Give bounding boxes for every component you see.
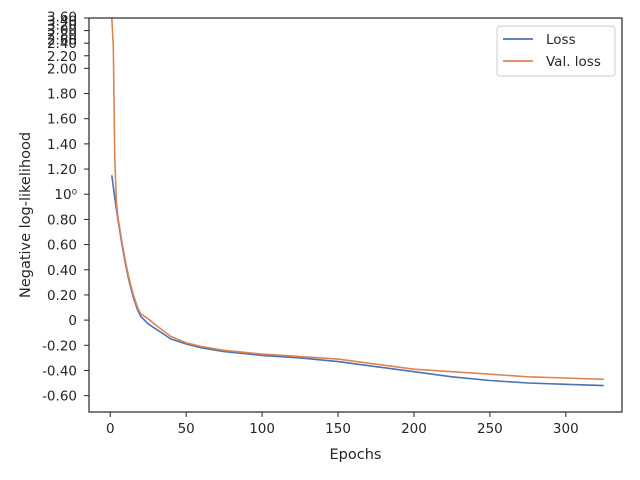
y-tick-label: 3.00 — [47, 22, 77, 38]
y-tick-label: 1.20 — [47, 162, 77, 178]
y-tick-label: 1.40 — [47, 137, 77, 153]
y-tick-label: 2.60 — [47, 32, 77, 48]
x-axis-label: Epochs — [330, 447, 382, 463]
x-tick-label: 50 — [178, 421, 195, 437]
y-tick-label: -0.20 — [42, 338, 77, 354]
y-tick-label: 10⁰ — [54, 187, 77, 203]
y-axis-label: Negative log-likelihood — [18, 132, 34, 298]
y-tick-label: 1.60 — [47, 112, 77, 128]
y-tick-label: 0 — [68, 313, 77, 329]
y-tick-label: 3.60 — [47, 10, 77, 26]
y-tick-label: 3.40 — [47, 14, 77, 30]
y-tick-label: -0.60 — [42, 389, 77, 405]
series-line-0 — [111, 175, 604, 387]
y-tick-label: 0.80 — [47, 212, 77, 228]
y-tick-label: 2.80 — [47, 27, 77, 43]
x-tick-label: 0 — [106, 421, 115, 437]
x-tick-label: 200 — [401, 421, 427, 437]
y-tick-label: 0.40 — [47, 263, 77, 279]
axes-frame — [88, 17, 623, 413]
y-axis-ticks: -0.60 -0.40 -0.20 0 0.20 0.40 0.60 0.80 10⁰ 1.20 1… — [42, 10, 89, 405]
x-axis-ticks: 0 50 100 150 200 250 300 — [106, 412, 579, 437]
y-tick-label: 0.60 — [47, 238, 77, 254]
x-tick-label: 300 — [553, 421, 579, 437]
y-tick-label: -0.40 — [42, 363, 77, 379]
y-tick-label: 2.00 — [47, 61, 77, 77]
x-tick-label: 150 — [325, 421, 351, 437]
plot-lines — [111, 17, 604, 387]
x-tick-label: 100 — [249, 421, 275, 437]
series-line-1 — [111, 17, 604, 381]
y-tick-label: 3.20 — [47, 17, 77, 33]
y-tick-label: 2.20 — [47, 49, 77, 65]
legend-label: Val. loss — [546, 54, 601, 70]
legend: Loss Val. loss — [496, 25, 616, 77]
x-tick-label: 250 — [477, 421, 503, 437]
y-tick-label: 2.40 — [47, 36, 77, 52]
y-tick-label: 1.80 — [47, 87, 77, 103]
y-tick-label: 0.20 — [47, 288, 77, 304]
legend-label: Loss — [546, 32, 576, 48]
